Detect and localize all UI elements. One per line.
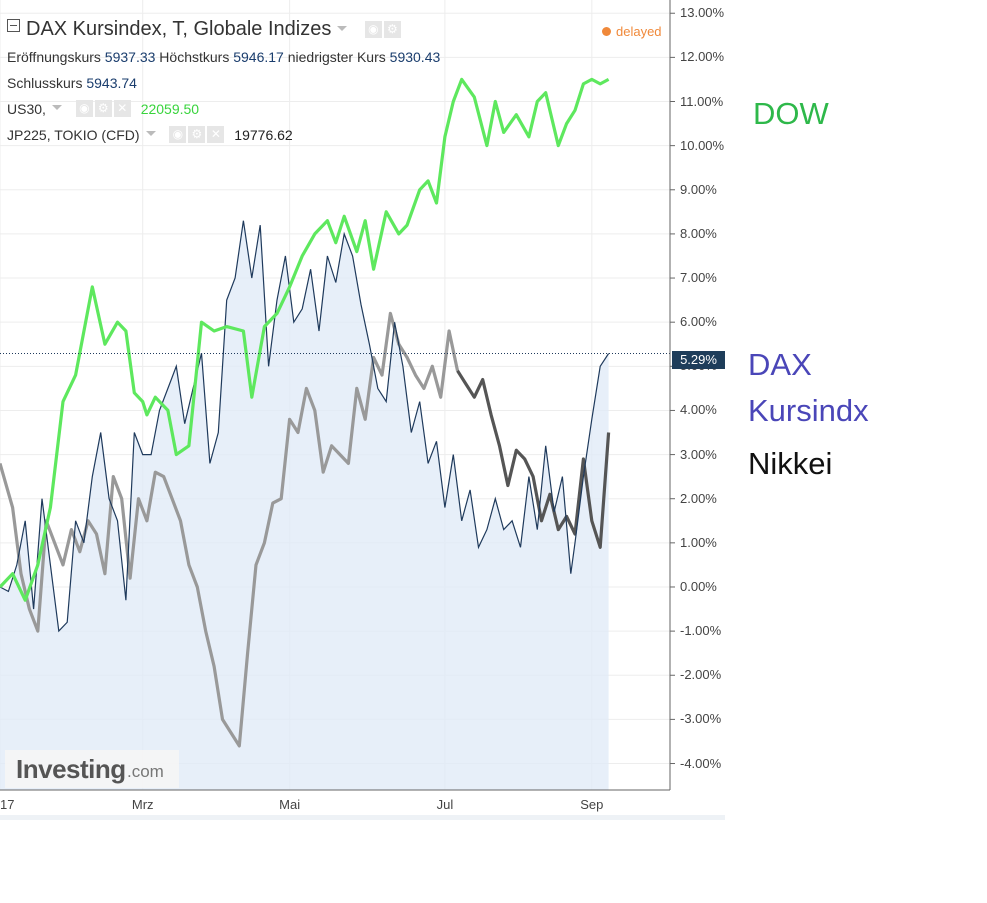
dax-line	[0, 220, 610, 633]
y-tick-label: -1.00%	[680, 623, 722, 639]
x-tick-label-2017: 2017	[0, 797, 15, 812]
high-value: 5946.17	[233, 49, 284, 65]
chart-title-row: DAX Kursindex, T, Globale Indizes ◉ ⚙	[7, 18, 401, 41]
compare-row-jp225: JP225, TOKIO (CFD) ◉ ⚙ ✕ 19776.62	[7, 126, 293, 143]
chart-area: DAX Kursindex, T, Globale Indizes ◉ ⚙ del…	[0, 0, 725, 820]
open-value: 5937.33	[104, 49, 156, 65]
close-label: Schlusskurs	[7, 75, 83, 91]
y-tick-label: 8.00%	[680, 225, 717, 241]
nikkei-annotation: Nikkei	[748, 446, 833, 481]
y-tick-label: 11.00%	[680, 93, 724, 109]
close-row: Schlusskurs 5943.74	[7, 75, 137, 91]
x-tick-label-mrz: Mrz	[131, 797, 154, 812]
nikkei-line-past	[0, 311, 460, 748]
x-tick-label-mai: Mai	[279, 797, 301, 812]
high-label: Höchstkurs	[159, 49, 230, 65]
y-tick-label: 9.00%	[680, 181, 717, 197]
compare-value: 22059.50	[140, 101, 200, 117]
low-value: 5930.43	[389, 49, 441, 65]
last-value-badge: 5.29%	[672, 351, 725, 369]
logo-tld: .com	[127, 762, 164, 781]
ohlc-row: Eröffnungskurs 5937.33 Höchstkurs 5946.1…	[7, 49, 440, 65]
chevron-down-icon[interactable]	[145, 131, 156, 136]
eye-icon[interactable]: ◉	[364, 21, 382, 38]
open-label: Eröffnungskurs	[7, 49, 101, 65]
scrollbar-track[interactable]	[0, 815, 725, 820]
y-tick-label: 12.00%	[680, 49, 725, 65]
investing-logo: Investing .com	[5, 750, 179, 788]
nikkei-line-recent	[456, 369, 611, 549]
y-tick-label: 7.00%	[680, 270, 717, 286]
close-value: 5943.74	[86, 75, 137, 91]
eye-icon[interactable]: ◉	[169, 126, 187, 143]
gear-icon[interactable]: ⚙	[383, 21, 401, 38]
status-dot-icon	[602, 27, 611, 36]
y-tick-label: 1.00%	[680, 534, 717, 550]
gear-icon[interactable]: ⚙	[188, 126, 206, 143]
y-tick-label: -3.00%	[680, 711, 722, 727]
logo-brand: Investing	[16, 754, 126, 784]
compare-row-us30: US30, ◉ ⚙ ✕ 22059.50	[7, 100, 199, 117]
y-tick-label: -2.00%	[680, 667, 722, 683]
dax-annotation-line1: DAX	[748, 347, 812, 382]
dax-area-fill	[0, 220, 609, 790]
y-tick-label: 4.00%	[680, 402, 717, 418]
y-tick-label: 10.00%	[680, 137, 725, 153]
delayed-label: delayed	[616, 24, 662, 39]
dax-annotation-line2: Kursindx	[748, 393, 869, 428]
gear-icon[interactable]: ⚙	[94, 100, 112, 117]
eye-icon[interactable]: ◉	[75, 100, 93, 117]
y-tick-label: 0.00%	[680, 578, 717, 594]
chart-canvas	[0, 0, 725, 820]
y-tick-label: 2.00%	[680, 490, 717, 506]
compare-name: US30,	[7, 101, 46, 117]
chart-title: DAX Kursindex, T, Globale Indizes	[26, 18, 332, 40]
y-tick-label: 13.00%	[680, 5, 725, 21]
close-icon[interactable]: ✕	[207, 126, 225, 143]
low-label: niedrigster Kurs	[287, 49, 386, 65]
x-tick-label-jul: Jul	[436, 797, 454, 812]
dow-annotation: DOW	[753, 96, 829, 131]
compare-value: 19776.62	[234, 127, 293, 143]
chevron-down-icon[interactable]	[51, 105, 62, 110]
delayed-status: delayed	[602, 24, 662, 39]
dow-line	[0, 77, 610, 602]
collapse-icon[interactable]	[7, 19, 20, 32]
compare-name: JP225, TOKIO (CFD)	[7, 127, 140, 143]
x-tick-label-sep: Sep	[580, 797, 604, 812]
y-tick-label: -4.00%	[680, 755, 722, 771]
close-icon[interactable]: ✕	[113, 100, 131, 117]
chevron-down-icon[interactable]	[337, 26, 348, 31]
y-tick-label: 3.00%	[680, 446, 717, 462]
y-tick-label: 6.00%	[680, 314, 717, 330]
